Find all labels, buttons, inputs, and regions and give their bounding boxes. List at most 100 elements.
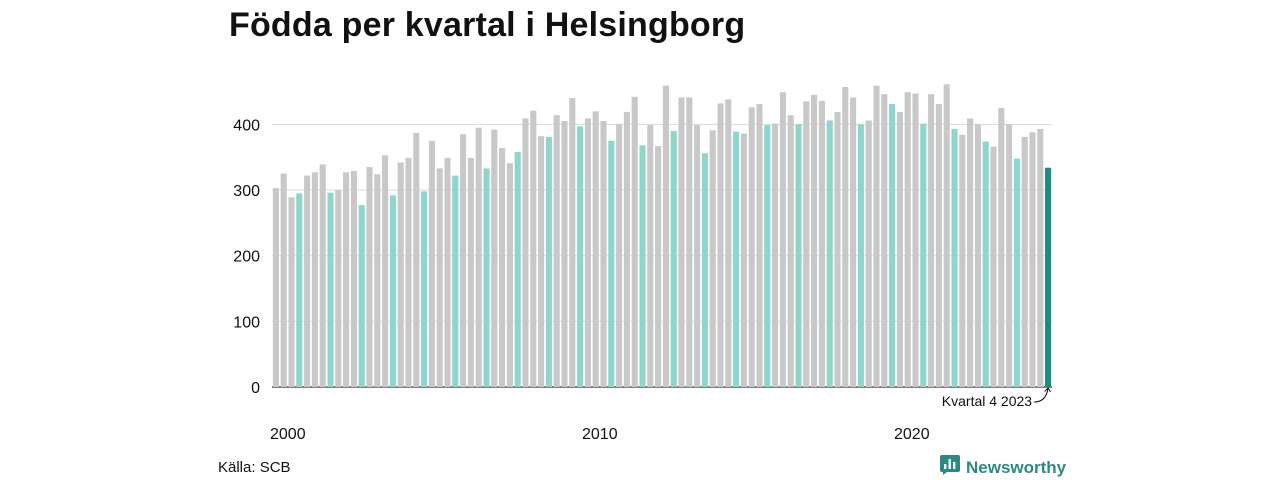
bar xyxy=(561,121,568,388)
bar xyxy=(717,103,724,387)
bar-chart: 0 100 200 300 400 2000 2010 2020 Kvartal 4 202… xyxy=(233,84,1052,443)
x-tick-label: 2010 xyxy=(582,426,618,443)
bar xyxy=(842,86,849,387)
bar xyxy=(623,111,630,388)
bar xyxy=(358,205,365,387)
bar xyxy=(577,126,584,388)
bar xyxy=(467,157,474,387)
bar xyxy=(428,140,435,387)
bar xyxy=(857,124,864,387)
bar xyxy=(748,107,755,387)
bar xyxy=(545,136,552,387)
bar xyxy=(725,99,732,387)
bar xyxy=(694,125,701,388)
bar xyxy=(514,151,521,387)
bar xyxy=(397,162,404,387)
bar xyxy=(382,155,389,387)
bar xyxy=(522,118,529,387)
bar xyxy=(772,123,779,387)
bar xyxy=(818,100,825,387)
bar xyxy=(647,125,654,388)
bar xyxy=(756,104,763,387)
x-tick-label: 2020 xyxy=(894,426,930,443)
bar xyxy=(1013,158,1020,387)
bar xyxy=(787,115,794,387)
bar xyxy=(343,172,350,387)
bar xyxy=(795,124,802,387)
bar xyxy=(1021,136,1028,387)
bar xyxy=(904,92,911,387)
bar xyxy=(483,168,490,387)
bar xyxy=(374,174,381,387)
x-tick-label: 2000 xyxy=(270,426,306,443)
bar xyxy=(928,94,935,387)
bar xyxy=(491,129,498,387)
bar xyxy=(1029,132,1036,387)
bar xyxy=(584,118,591,387)
bar xyxy=(935,104,942,387)
y-tick-label: 400 xyxy=(233,117,260,134)
bar xyxy=(389,195,396,387)
bar xyxy=(335,190,342,387)
bar xyxy=(834,111,841,388)
bar-latest xyxy=(1045,167,1052,387)
bar xyxy=(319,164,326,387)
bar xyxy=(920,123,927,387)
bar xyxy=(967,118,974,387)
bar xyxy=(655,146,662,387)
bar xyxy=(779,92,786,387)
bar xyxy=(850,97,857,387)
bar xyxy=(272,188,279,387)
bar xyxy=(304,175,311,387)
bar xyxy=(709,130,716,388)
bar xyxy=(608,140,615,387)
bar xyxy=(436,168,443,387)
bar xyxy=(990,146,997,387)
bar xyxy=(678,97,685,387)
bar xyxy=(569,98,576,387)
brand-name: Newsworthy xyxy=(966,457,1067,477)
bar xyxy=(764,125,771,388)
bar xyxy=(444,157,451,387)
y-tick-label: 100 xyxy=(233,314,260,331)
bar xyxy=(701,153,708,387)
bar xyxy=(616,124,623,387)
bar xyxy=(951,128,958,388)
bar xyxy=(889,104,896,387)
bar xyxy=(896,111,903,388)
bar xyxy=(873,85,880,387)
bars xyxy=(272,84,1052,388)
chart-title: Födda per kvartal i Helsingborg xyxy=(229,6,746,44)
bar xyxy=(1037,128,1044,388)
bar xyxy=(959,134,966,387)
bar xyxy=(982,141,989,387)
y-axis-ticks: 0 100 200 300 400 xyxy=(233,117,260,397)
bar xyxy=(912,93,919,387)
bar xyxy=(733,131,740,387)
bar xyxy=(631,96,638,387)
bar xyxy=(460,134,467,387)
bar xyxy=(740,133,747,387)
bar xyxy=(499,148,506,387)
bar xyxy=(452,175,459,387)
x-axis-ticks: 2000 2010 2020 xyxy=(270,426,930,443)
bar xyxy=(280,173,287,387)
bar xyxy=(826,120,833,387)
brand[interactable]: Newsworthy xyxy=(940,455,1066,480)
source-label: Källa: SCB xyxy=(218,459,291,476)
bar xyxy=(288,197,295,387)
bar xyxy=(413,132,420,387)
gridlines xyxy=(272,123,1052,388)
bar xyxy=(350,171,357,387)
bar xyxy=(366,167,373,387)
y-tick-label: 200 xyxy=(233,249,260,266)
newsworthy-logo-icon xyxy=(940,455,960,480)
bar xyxy=(600,121,607,388)
bar xyxy=(538,136,545,387)
bar xyxy=(1006,124,1013,387)
bar xyxy=(530,110,537,387)
annotation: Kvartal 4 2023 xyxy=(942,387,1052,409)
bar xyxy=(686,97,693,387)
bar xyxy=(943,84,950,387)
bar xyxy=(311,172,318,387)
